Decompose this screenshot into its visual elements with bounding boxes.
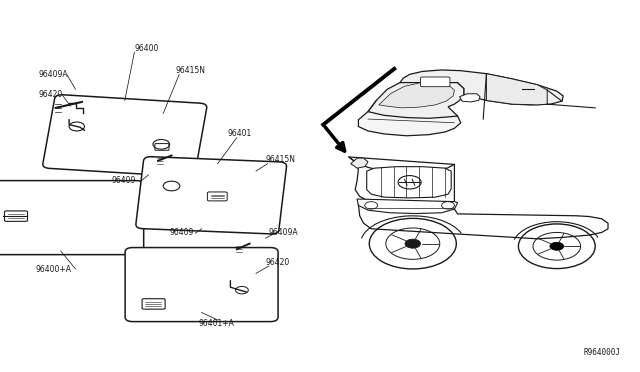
Circle shape (405, 239, 420, 248)
Polygon shape (349, 157, 454, 205)
Text: 96415N: 96415N (266, 155, 296, 164)
FancyBboxPatch shape (43, 95, 207, 177)
Text: 96401: 96401 (227, 129, 252, 138)
Text: 96409A: 96409A (269, 228, 298, 237)
Text: 96400: 96400 (134, 44, 159, 53)
Text: 96409: 96409 (170, 228, 194, 237)
Polygon shape (357, 199, 458, 214)
FancyBboxPatch shape (207, 192, 227, 201)
FancyBboxPatch shape (155, 144, 169, 150)
FancyBboxPatch shape (142, 299, 165, 309)
Text: R964000J: R964000J (584, 348, 621, 357)
Polygon shape (486, 74, 547, 105)
Text: 96415N: 96415N (176, 66, 206, 75)
Polygon shape (379, 83, 454, 108)
Polygon shape (367, 167, 451, 198)
Polygon shape (368, 77, 464, 118)
Text: 96420: 96420 (38, 90, 63, 99)
Polygon shape (358, 204, 608, 239)
Text: 96409A: 96409A (38, 70, 68, 79)
Text: 96420: 96420 (266, 258, 290, 267)
FancyBboxPatch shape (420, 77, 450, 87)
FancyBboxPatch shape (0, 181, 143, 254)
FancyBboxPatch shape (125, 248, 278, 321)
FancyBboxPatch shape (136, 157, 287, 234)
Polygon shape (400, 70, 563, 105)
Text: 96401+A: 96401+A (198, 319, 234, 328)
Polygon shape (351, 158, 368, 168)
Text: 96409: 96409 (112, 176, 136, 185)
Polygon shape (358, 106, 461, 136)
Circle shape (550, 242, 564, 250)
FancyBboxPatch shape (4, 211, 28, 221)
Polygon shape (460, 94, 480, 102)
Text: 96400+A: 96400+A (35, 265, 71, 274)
